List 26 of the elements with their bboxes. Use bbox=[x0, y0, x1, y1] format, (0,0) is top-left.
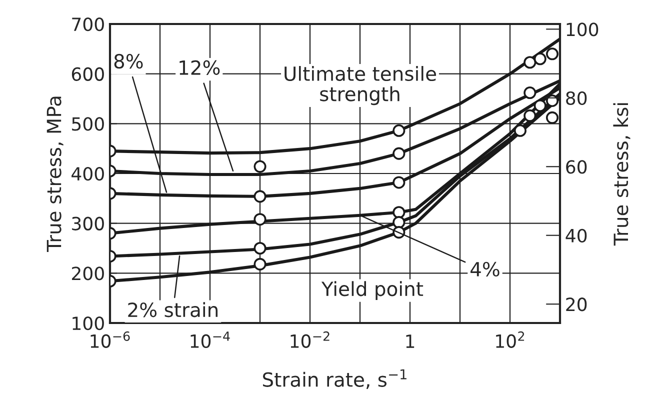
y2-axis-title: True stress, ksi bbox=[613, 103, 630, 246]
y-tick-label: 100 bbox=[72, 316, 104, 330]
x-tick-label: 10$^{−6}$ bbox=[90, 331, 130, 348]
y-tick-label: 200 bbox=[72, 266, 104, 280]
annotation: 2% strain bbox=[128, 302, 218, 318]
y2-tick-label: 80 bbox=[566, 91, 587, 106]
x-axis-title: Strain rate, s$^{−1}$ bbox=[262, 369, 406, 389]
x-tick-label: 1 bbox=[406, 334, 414, 348]
annotation: Yield point bbox=[321, 281, 424, 300]
x-tick-label: 10$^{2}$ bbox=[496, 331, 524, 348]
y-tick-label: 600 bbox=[72, 67, 104, 81]
annotation: 8% bbox=[114, 54, 143, 69]
y-tick-label: 300 bbox=[72, 216, 104, 230]
annotation: 4% bbox=[470, 262, 500, 277]
y-axis-title: True stress, MPa bbox=[46, 96, 64, 252]
annotation: Ultimate tensile strength bbox=[284, 66, 436, 106]
y-tick-label: 400 bbox=[72, 166, 104, 181]
y-tick-label: 500 bbox=[72, 117, 104, 131]
y-tick-label: 700 bbox=[72, 17, 104, 32]
annotation: 12% bbox=[180, 60, 220, 75]
x-tick-label: 10$^{−4}$ bbox=[190, 332, 230, 348]
y2-tick-label: 40 bbox=[566, 228, 587, 242]
y2-tick-label: 60 bbox=[566, 160, 587, 174]
y2-tick-label: 20 bbox=[566, 298, 587, 312]
x-tick-label: 10$^{−2}$ bbox=[290, 331, 330, 348]
y2-tick-label: 100 bbox=[566, 22, 598, 36]
